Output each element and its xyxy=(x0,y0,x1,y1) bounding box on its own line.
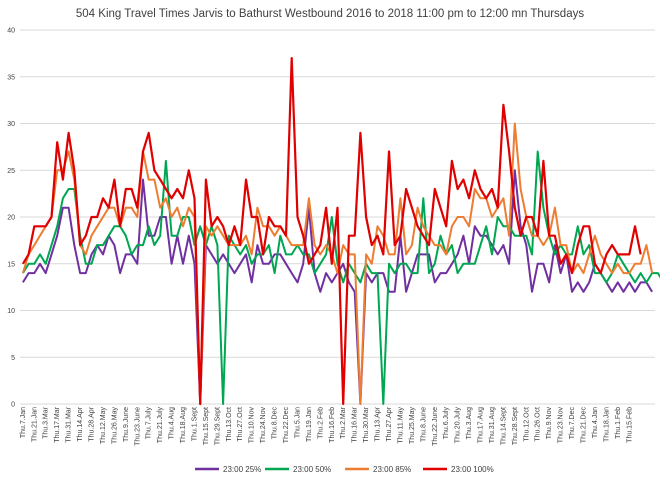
x-tick-label: Thu.23.Nov xyxy=(558,407,565,444)
x-tick-label: Thu.24.Nov xyxy=(260,407,267,444)
x-tick-label: Thu.3.Aug xyxy=(466,407,473,439)
legend-label: 23:00 100% xyxy=(451,465,494,474)
x-tick-label: Thu.23.June xyxy=(134,407,141,446)
x-tick-label: Thu.16.Mar xyxy=(352,406,359,442)
x-tick-label: Thu.31.Mar xyxy=(66,406,73,442)
x-tick-label: Thu.19.Jan xyxy=(306,407,313,442)
y-tick-label: 35 xyxy=(7,74,15,81)
x-tick-label: Thu.22.Dec xyxy=(283,407,290,444)
y-axis-ticks: 0 5 10 15 20 25 30 35 40 xyxy=(7,28,15,409)
y-tick-label: 25 xyxy=(7,168,15,175)
x-tick-label: Thu.17.Aug xyxy=(478,407,485,443)
x-tick-label: Thu.8.Dec xyxy=(272,407,279,440)
chart-title: 504 King Travel Times Jarvis to Bathurst… xyxy=(76,8,584,20)
x-tick-label: Thu.7.July xyxy=(146,407,153,440)
x-tick-label: Thu.9.June xyxy=(123,407,130,442)
x-tick-label: Thu.27.Oct xyxy=(237,407,244,442)
y-tick-label: 0 xyxy=(11,402,15,409)
x-tick-label: Thu.3.Mar xyxy=(43,406,50,439)
x-tick-label: Thu.1.Sept xyxy=(191,407,198,441)
y-tick-label: 40 xyxy=(7,28,15,35)
x-tick-label: Thu.26.Oct xyxy=(535,407,542,442)
x-tick-label: Thu.20.July xyxy=(455,407,462,444)
x-tick-label: Thu.2.Feb xyxy=(317,407,324,439)
x-tick-label: Thu.2.Mar xyxy=(340,406,347,439)
x-tick-label: Thu.4.Jan xyxy=(592,407,599,438)
y-tick-label: 15 xyxy=(7,261,15,268)
x-tick-label: Thu.10.Nov xyxy=(249,407,256,444)
x-tick-label: Thu.27.Apr xyxy=(386,406,393,441)
x-tick-label: Thu.9.Nov xyxy=(546,407,553,440)
series-line-3 xyxy=(21,122,654,405)
x-tick-label: Thu.11.May xyxy=(397,407,404,444)
x-tick-label: Thu.18.Aug xyxy=(180,407,187,443)
x-tick-label: Thu.28.Sept xyxy=(512,407,519,445)
x-tick-label: Thu.21.Dec xyxy=(580,407,587,444)
x-tick-label: Thu.17.Mar xyxy=(54,406,61,442)
legend-label: 23:00 25% xyxy=(223,465,261,474)
legend-label: 23:00 85% xyxy=(373,465,411,474)
x-tick-label: Thu.4.Aug xyxy=(169,407,176,439)
x-tick-label: Thu.13.Oct xyxy=(226,407,233,442)
series-lines xyxy=(21,56,660,406)
x-tick-label: Thu.16.Feb xyxy=(329,407,336,443)
legend: 23:00 25% 23:00 50% 23:00 85% 23:00 100% xyxy=(195,465,494,474)
x-tick-label: Thu.15.Feb xyxy=(626,407,633,443)
x-tick-label: Thu.29.Sept xyxy=(214,407,221,445)
legend-label: 23:00 50% xyxy=(293,465,331,474)
x-tick-label: Thu.7.Dec xyxy=(569,407,576,440)
x-tick-label: Thu.12.Oct xyxy=(523,407,530,442)
y-tick-label: 5 xyxy=(11,355,15,362)
x-tick-label: Thu.22.June xyxy=(432,407,439,446)
x-tick-label: Thu.18.Jan xyxy=(603,407,610,442)
x-tick-label: Thu.25.May xyxy=(409,407,416,444)
x-tick-label: Thu.30.Mar xyxy=(363,406,370,442)
x-tick-label: Thu.1.Feb xyxy=(615,407,622,439)
y-tick-label: 30 xyxy=(7,121,15,128)
x-tick-label: Thu.21.Jan xyxy=(31,407,38,442)
x-tick-label: Thu.15.Sept xyxy=(203,407,210,445)
x-tick-label: Thu.6.July xyxy=(443,407,450,440)
x-tick-label: Thu.13.Apr xyxy=(375,406,382,441)
x-tick-label: Thu.31.Aug xyxy=(489,407,496,443)
x-tick-label: Thu.26.May xyxy=(111,407,118,444)
x-tick-label: Thu.14.Apr xyxy=(77,406,84,441)
x-tick-label: Thu.21.July xyxy=(157,407,164,444)
series-line-4 xyxy=(21,56,642,406)
x-tick-label: Thu.8.June xyxy=(420,407,427,442)
x-tick-label: Thu.28.Apr xyxy=(89,406,96,441)
y-tick-label: 20 xyxy=(7,215,15,222)
x-tick-label: Thu.14.Sept xyxy=(500,407,507,445)
x-tick-label: Thu.7.Jan xyxy=(20,407,27,438)
x-tick-label: Thu.12.May xyxy=(100,407,107,444)
x-tick-label: Thu.5.Jan xyxy=(294,407,301,438)
x-axis-ticks: Thu.7.Jan Thu.21.Jan Thu.3.Mar Thu.17.Mar Th… xyxy=(20,406,633,446)
y-tick-label: 10 xyxy=(7,308,15,315)
